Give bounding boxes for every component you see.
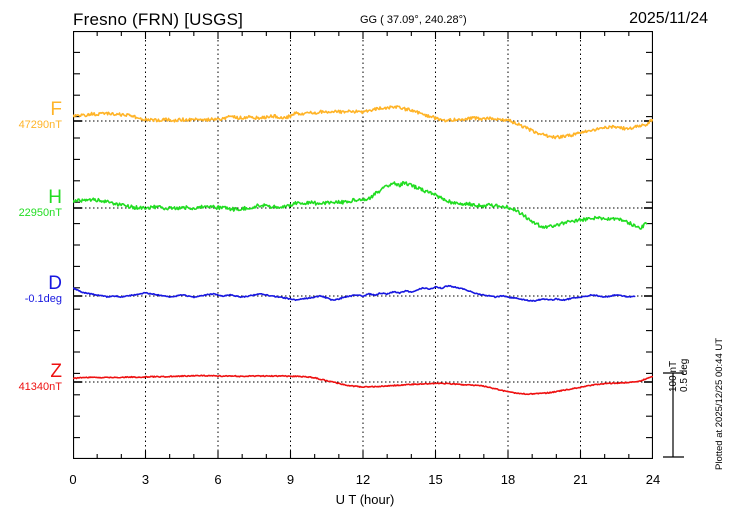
series-symbol-Z: Z <box>50 361 62 382</box>
series-baseline-D: -0.1deg <box>24 293 62 305</box>
series-symbol-H: H <box>48 187 62 208</box>
x-tick-label-18: 18 <box>500 472 516 487</box>
x-tick-label-12: 12 <box>355 472 371 487</box>
series-baseline-H: 22950nT <box>18 207 62 219</box>
plot-frame <box>73 31 653 459</box>
x-axis-label: U T (hour) <box>335 492 395 507</box>
scale-bar-svg <box>663 372 684 458</box>
page-title: Fresno (FRN) [USGS] <box>73 10 244 29</box>
x-tick-label-6: 6 <box>214 472 222 487</box>
series-label-F: F 47290nT <box>19 100 62 132</box>
observation-date: 2025/11/24 <box>629 10 708 27</box>
magnetogram-plot <box>73 31 653 459</box>
x-tick-label-0: 0 <box>69 472 77 487</box>
x-tick-label-21: 21 <box>573 472 588 487</box>
trace-D <box>73 284 636 302</box>
series-baseline-Z: 41340nT <box>18 381 62 393</box>
scale-bar-deg: 0.5 deg <box>679 358 690 392</box>
series-baseline-F: 47290nT <box>18 119 62 131</box>
plotted-timestamp: Plotted at 2025/12/25 00:44 UT <box>714 337 725 470</box>
scale-bar <box>662 372 688 458</box>
x-tick-label-9: 9 <box>286 472 295 487</box>
x-tick-label-15: 15 <box>428 472 443 487</box>
geographic-coordinates: GG ( 37.09°, 240.28°) <box>360 14 467 26</box>
series-symbol-F: F <box>50 99 62 120</box>
x-tick-label-3: 3 <box>141 472 150 487</box>
plot-svg <box>73 31 653 459</box>
trace-Z <box>73 374 653 396</box>
x-tick-label-24: 24 <box>645 472 661 487</box>
trace-F <box>73 105 653 140</box>
trace-H <box>73 180 648 230</box>
scale-bar-nt: 100 nT <box>668 360 679 392</box>
series-label-H: H 22950nT <box>19 188 62 220</box>
series-label-Z: Z 41340nT <box>19 362 62 394</box>
series-label-D: D -0.1deg <box>25 274 62 306</box>
series-symbol-D: D <box>48 273 62 294</box>
scale-bar-label: 100 nT 0.5 deg <box>668 302 690 392</box>
